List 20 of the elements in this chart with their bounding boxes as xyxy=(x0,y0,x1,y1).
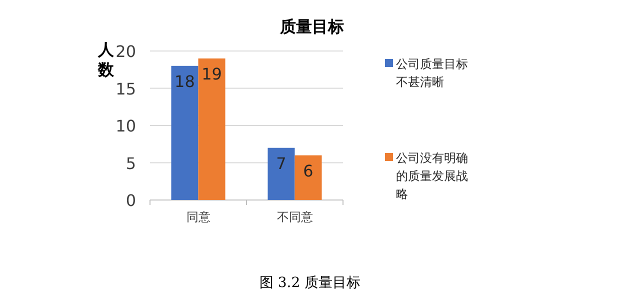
x-tick-label: 不同意 xyxy=(276,210,313,224)
bar xyxy=(268,148,295,200)
bar xyxy=(198,58,226,200)
y-tick-label: 15 xyxy=(116,79,136,98)
x-tick-label: 同意 xyxy=(186,210,210,224)
y-tick-label: 0 xyxy=(126,191,136,210)
data-label: 6 xyxy=(303,161,314,180)
legend-label: 公司质量目标不甚清晰 xyxy=(396,57,468,89)
y-tick-label: 10 xyxy=(116,116,136,136)
y-tick-label: 20 xyxy=(116,42,136,61)
data-label: 18 xyxy=(174,72,195,91)
caption: 图 3.2 质量目标 xyxy=(259,275,361,291)
chart-title: 质量目标 xyxy=(279,17,344,36)
bar xyxy=(171,66,198,200)
data-label: 19 xyxy=(202,64,222,84)
y-axis-title: 人数 xyxy=(97,40,115,79)
y-tick-label: 5 xyxy=(126,154,136,173)
data-label: 7 xyxy=(276,154,286,173)
legend-label: 公司没有明确的质量发展战略 xyxy=(396,151,468,201)
bar xyxy=(294,155,322,200)
